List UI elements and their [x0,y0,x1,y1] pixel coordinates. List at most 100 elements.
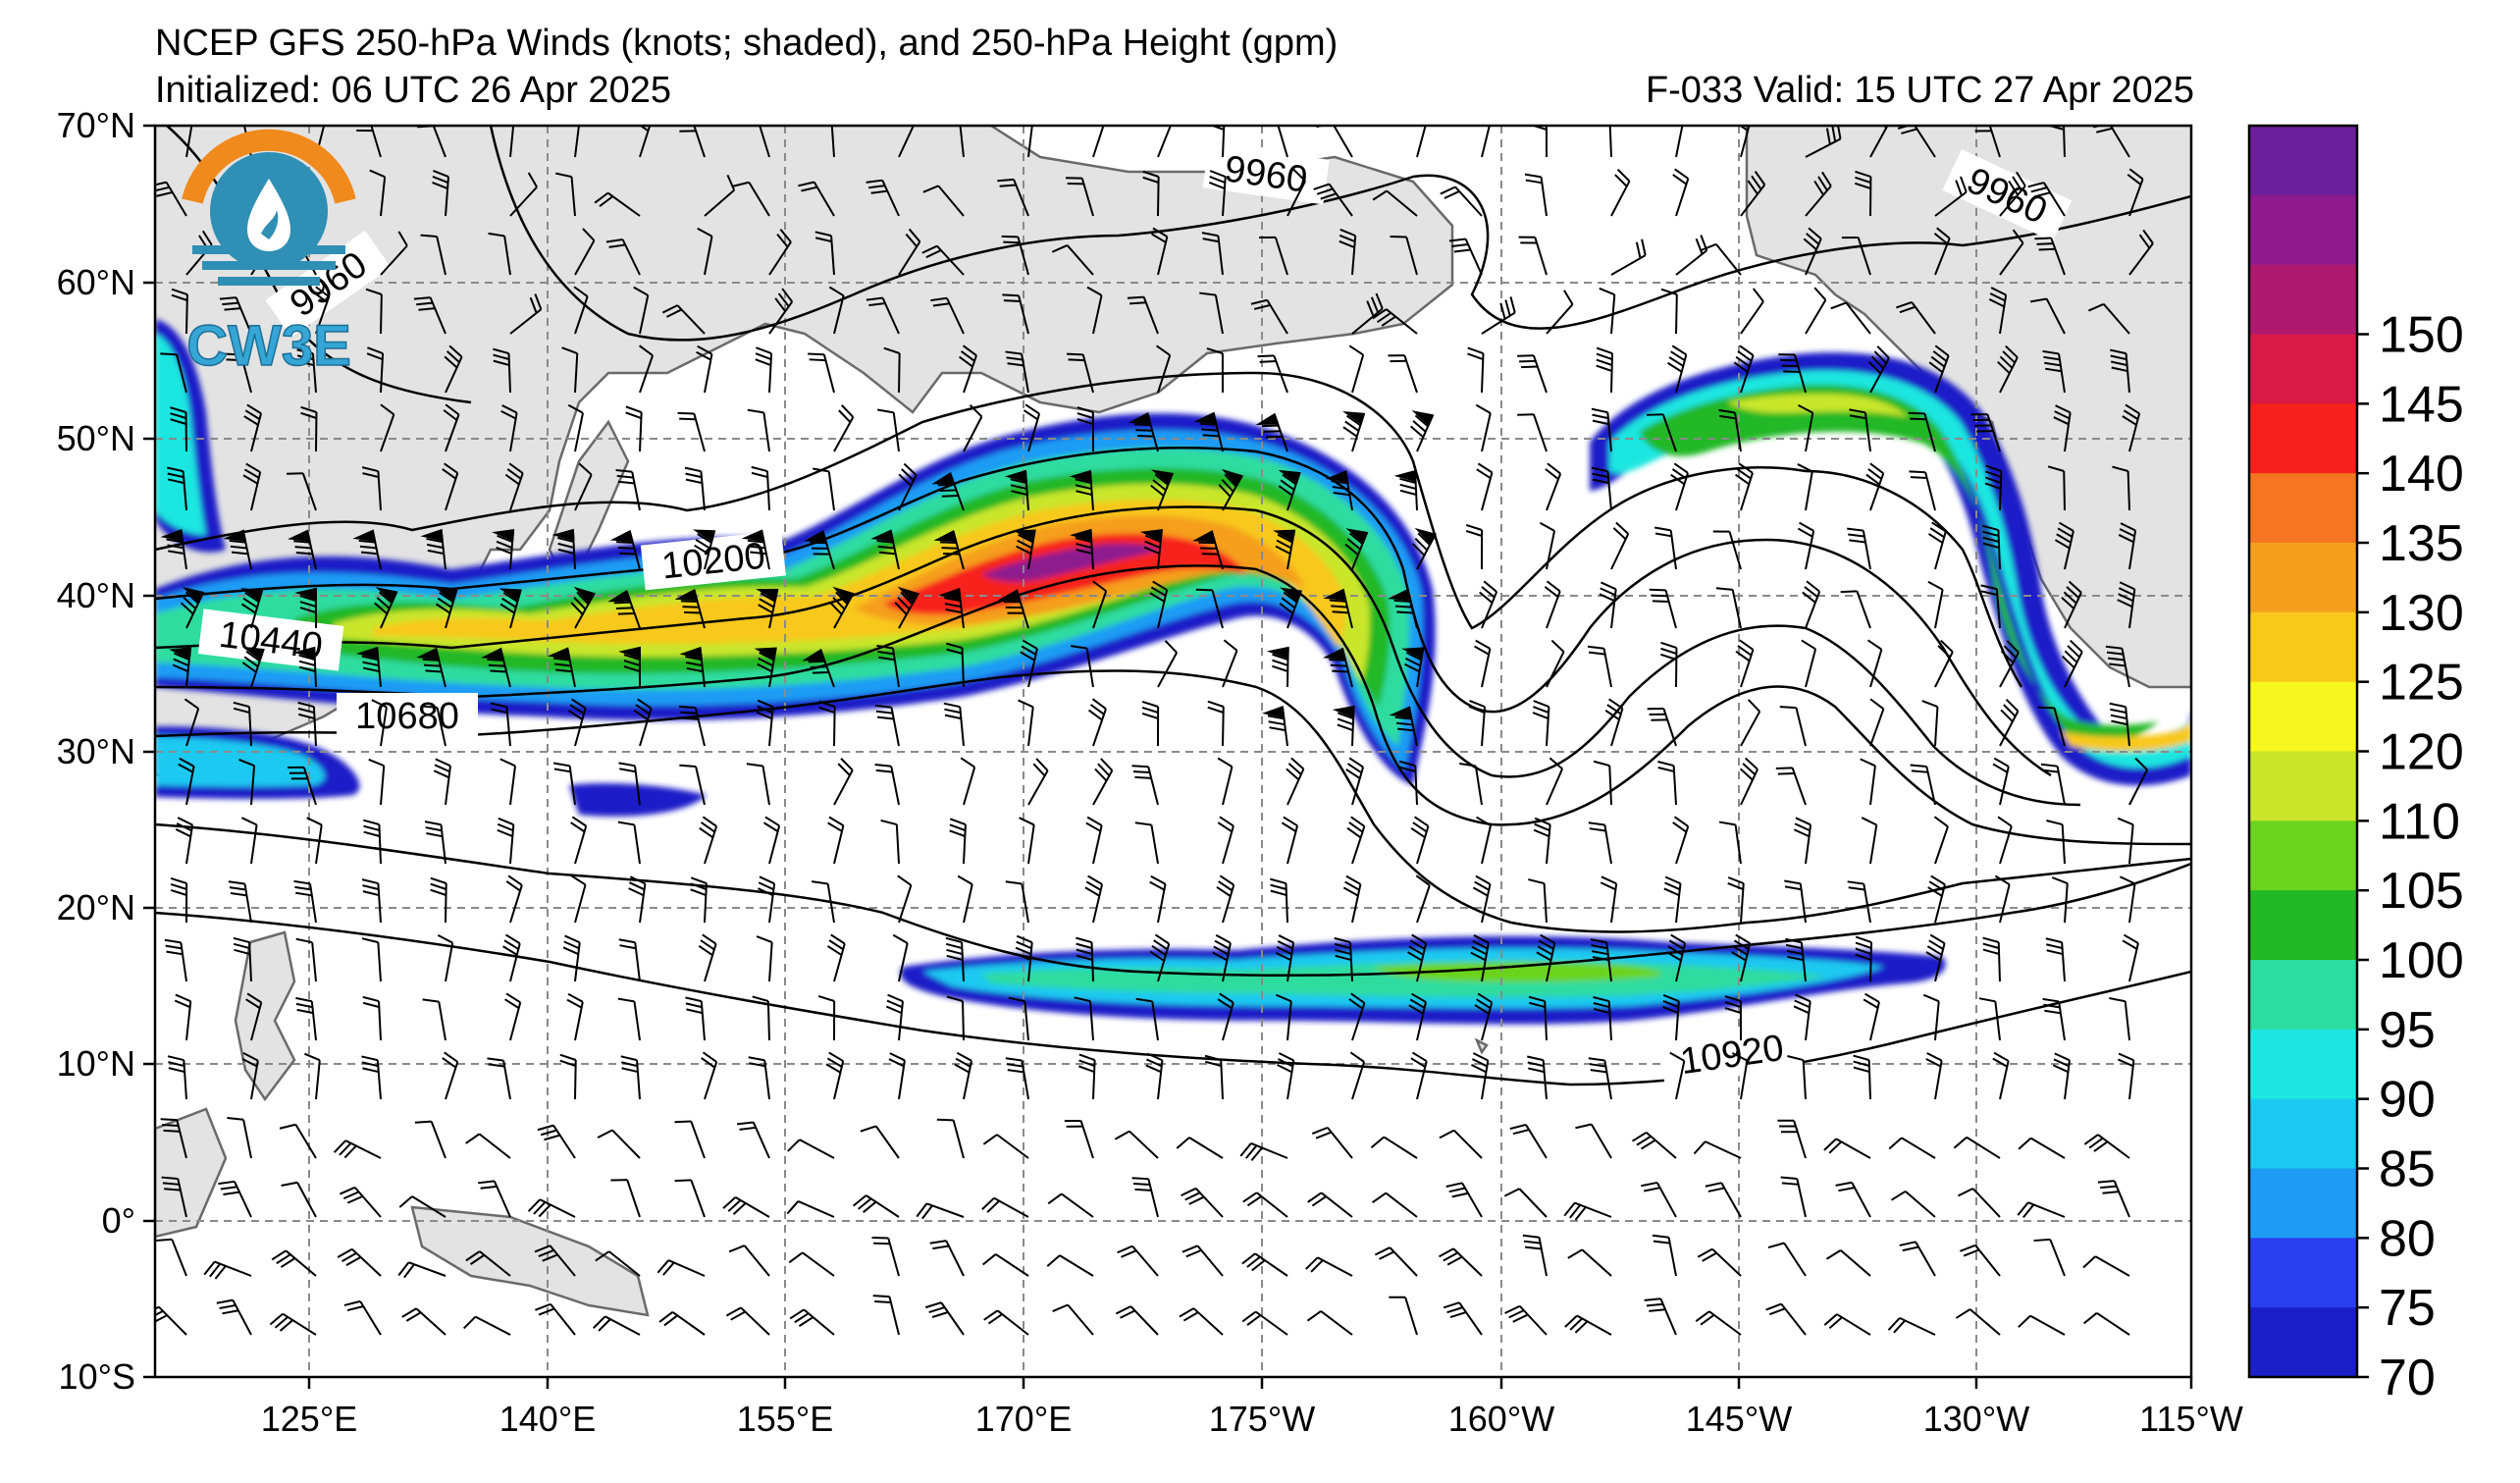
colorbar-label: 145 [2379,376,2464,433]
wind-barb [874,763,900,806]
wind-barb [1411,126,1429,158]
wind-barb [503,992,522,1041]
wind-barb [2040,763,2066,806]
wind-barb [1712,530,1742,570]
wind-barb [1657,761,1677,806]
wind-barb [1242,1192,1288,1218]
wind-barb [674,588,706,629]
wind-barb [1693,1140,1742,1159]
wind-barb-flag [1150,469,1175,485]
colorbar-label: 120 [2379,724,2464,781]
initialized-time: Initialized: 06 UTC 26 Apr 2025 [155,70,671,111]
wind-barb [573,286,589,335]
wind-barb [1069,469,1094,511]
wind-barb [352,529,382,570]
wind-barb [306,817,323,865]
wind-barb [355,646,382,688]
wind-barb [954,1051,972,1100]
wind-barb [1020,639,1038,688]
wind-barb [1481,126,1493,158]
wind-barb [1840,590,1871,629]
wind-barb-flag [375,587,398,604]
wind-barb [1279,587,1303,629]
wind-barb [160,529,187,570]
wind-barb [1157,640,1179,688]
wind-barb [696,344,713,394]
wind-barb [1217,816,1234,865]
wind-barb [756,588,779,629]
wind-barb [1135,997,1159,1041]
wind-barb [1695,1310,1742,1336]
wind-barb [1504,1304,1548,1336]
wind-barb [1181,1187,1224,1218]
colorbar-label: 90 [2379,1072,2436,1129]
wind-barb [1241,1252,1288,1277]
wind-barb [1087,698,1107,747]
cw3e-logo: CW3E [182,129,356,379]
wind-barb [1345,757,1365,806]
wind-barb [870,529,900,570]
lat-label-10s: 10°S [59,1356,135,1397]
wind-barb [1398,760,1418,806]
wind-barb [898,228,921,276]
wind-barb [362,995,382,1041]
wind-barb [1805,171,1832,217]
wind-barb [2017,1201,2066,1219]
wind-barb [1672,816,1690,865]
wind-barb [552,762,576,806]
wind-barb [1631,1131,1677,1159]
wind-barb [1179,1307,1224,1336]
wind-barb [803,530,835,570]
wind-barb [2037,706,2066,747]
wind-barb [1610,168,1631,217]
wind-barb [1591,466,1612,511]
wind-barb [1201,232,1224,276]
wind-barb [420,234,446,276]
wind-barb [2128,757,2149,806]
wind-barb [1372,1192,1418,1218]
wind-barb [1139,529,1163,570]
wind-barb [155,1238,187,1277]
wind-barb [499,588,522,629]
wind-barb [725,1306,770,1336]
wind-barb [1141,700,1160,747]
wind-barb [366,346,385,394]
colorbar-segment [2249,264,2357,336]
wind-barb [746,763,770,806]
colorbar-label: 150 [2379,307,2464,364]
wind-barb [811,880,835,924]
wind-barb [618,646,641,688]
wind-barb [697,227,713,276]
wind-barb [2087,302,2130,335]
wind-barb [1999,171,2026,217]
wind-barb [1046,1254,1094,1277]
wind-barb [888,1052,906,1100]
wind-barb [1647,708,1677,747]
wind-barb [1086,286,1103,335]
wind-barb [1700,242,1742,276]
wind-barb [754,647,777,688]
wind-barb [1780,1176,1807,1218]
lon-label-145w: 145°W [1686,1399,1792,1439]
wind-barb [1715,587,1742,629]
wind-barb [1675,126,1685,158]
wind-barb-flag [1013,529,1036,542]
wind-barb [416,647,446,688]
wind-barb [1286,757,1305,806]
wind-barb [897,874,913,924]
wind-barb-flag [241,646,265,662]
wind-barb [492,528,515,570]
wind-barb [762,816,781,865]
wind-barb [1847,880,1871,924]
wind-barb [281,1181,317,1218]
wind-barb [499,758,516,806]
wind-barb-flag [1323,588,1347,601]
wind-barb [1934,176,1968,217]
wind-barb [465,1133,511,1159]
wind-barb [1015,934,1033,982]
wind-barb [1909,470,1936,511]
wind-barb [1644,1298,1677,1336]
wind-barb [288,766,317,806]
wind-barb [1475,403,1492,452]
wind-barb [1934,639,1954,688]
